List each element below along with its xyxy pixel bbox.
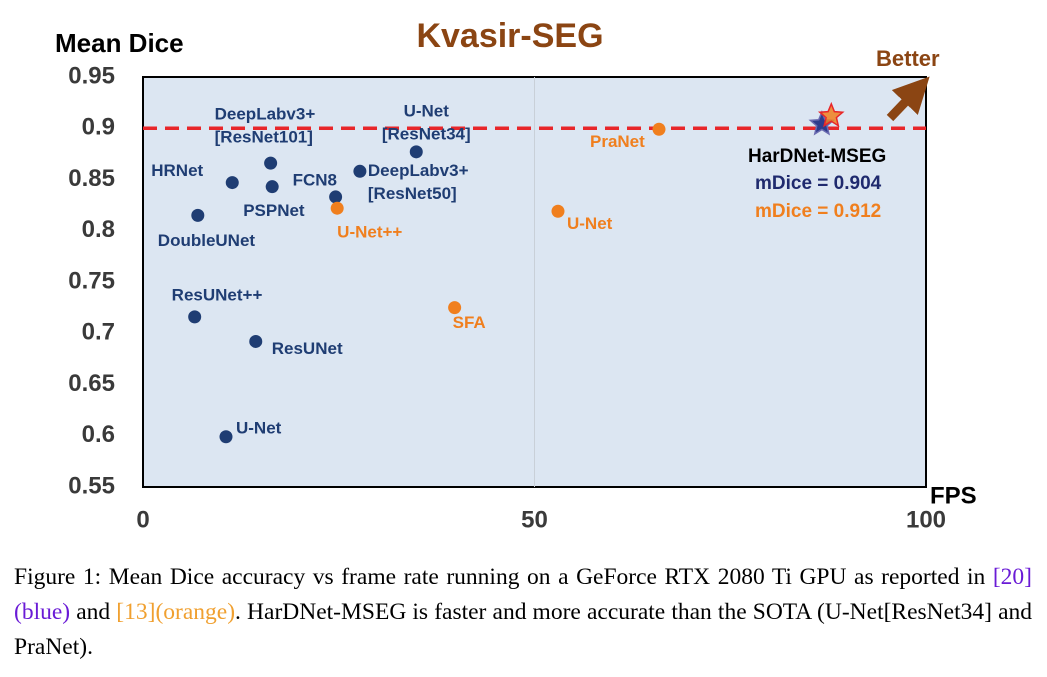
point-label: PraNet bbox=[590, 132, 645, 151]
figure-caption: Figure 1: Mean Dice accuracy vs frame ra… bbox=[14, 560, 1032, 665]
point-label: DeepLabv3+ bbox=[215, 105, 316, 124]
point-label: U-Net++ bbox=[337, 223, 402, 242]
point-label: ResUNet bbox=[272, 339, 343, 358]
data-point bbox=[225, 176, 239, 190]
better-arrow bbox=[886, 76, 930, 122]
citation[interactable]: [20](blue) bbox=[14, 564, 1032, 625]
point-label: FCN8 bbox=[293, 170, 337, 189]
data-point bbox=[448, 301, 462, 315]
y-tick-label: 0.6 bbox=[82, 421, 115, 448]
data-point bbox=[652, 122, 666, 136]
x-tick-label: 0 bbox=[136, 506, 149, 533]
data-point bbox=[409, 145, 423, 159]
data-point bbox=[265, 180, 279, 194]
x-tick-label: 50 bbox=[521, 506, 548, 533]
point-label: SFA bbox=[453, 313, 486, 332]
point-label: PSPNet bbox=[243, 201, 305, 220]
y-tick-label: 0.8 bbox=[82, 216, 115, 243]
data-point bbox=[219, 430, 233, 444]
point-label: U-Net bbox=[236, 418, 282, 437]
y-tick-label: 0.9 bbox=[82, 114, 115, 141]
data-point bbox=[264, 156, 278, 170]
data-point bbox=[329, 190, 343, 204]
annotation: mDice = 0.904 bbox=[755, 173, 882, 194]
y-tick-label: 0.95 bbox=[68, 62, 115, 89]
data-point bbox=[249, 334, 263, 348]
x-tick-label: 100 bbox=[906, 506, 946, 533]
chart-title: Kvasir-SEG bbox=[416, 17, 603, 55]
y-tick-label: 0.85 bbox=[68, 165, 115, 192]
caption-text: Figure 1: Mean Dice accuracy vs frame ra… bbox=[14, 564, 993, 590]
point-label: U-Net bbox=[404, 101, 450, 120]
annotation: mDice = 0.912 bbox=[755, 201, 881, 222]
star-marker bbox=[817, 101, 845, 128]
y-tick-label: 0.75 bbox=[68, 267, 115, 294]
point-label: DeepLabv3+ bbox=[368, 161, 469, 180]
y-axis-label: Mean Dice bbox=[55, 28, 184, 58]
chart: Kvasir-SEG Mean Dice FPS 0.55 0.6 0.65 0.7 0… bbox=[55, 17, 977, 533]
point-label: [ResNet101] bbox=[215, 128, 313, 147]
caption-text: and bbox=[70, 599, 117, 625]
data-point bbox=[330, 201, 344, 215]
point-label: [ResNet34] bbox=[382, 124, 471, 143]
point-label: HRNet bbox=[151, 161, 203, 180]
y-tick-label: 0.65 bbox=[68, 370, 115, 397]
data-point bbox=[353, 164, 367, 178]
annotation: HarDNet-MSEG bbox=[748, 146, 886, 167]
point-label: U-Net bbox=[567, 214, 613, 233]
point-label: ResUNet++ bbox=[172, 285, 263, 304]
citation[interactable]: [13](orange) bbox=[116, 599, 236, 625]
caption-text: . HarDNet-MSEG is faster and more accura… bbox=[14, 599, 1032, 660]
data-point bbox=[188, 310, 202, 324]
y-tick-label: 0.7 bbox=[82, 319, 115, 346]
x-axis-label: FPS bbox=[930, 482, 977, 509]
y-tick-label: 0.55 bbox=[68, 472, 115, 499]
data-point bbox=[191, 208, 205, 222]
point-label: [ResNet50] bbox=[368, 184, 457, 203]
data-point bbox=[551, 204, 565, 218]
point-label: DoubleUNet bbox=[158, 231, 256, 250]
annotation: Better bbox=[876, 46, 940, 71]
